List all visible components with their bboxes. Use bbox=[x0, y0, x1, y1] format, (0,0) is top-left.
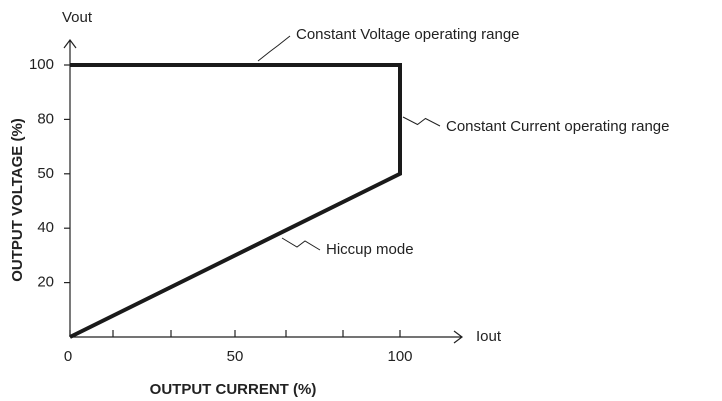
y-tick-label: 80 bbox=[37, 110, 54, 127]
x-tick-label: 100 bbox=[387, 348, 412, 365]
leader-line bbox=[281, 237, 321, 251]
y-axis-symbol: Vout bbox=[62, 9, 93, 26]
y-axis bbox=[63, 39, 77, 337]
x-axis-symbol: Iout bbox=[476, 328, 502, 345]
y-tick-label: 40 bbox=[37, 219, 54, 236]
leader-line bbox=[402, 116, 441, 127]
annotation: Constant Current operating range bbox=[446, 118, 669, 135]
annotation: Constant Voltage operating range bbox=[296, 26, 520, 43]
y-tick-label: 50 bbox=[37, 165, 54, 182]
y-tick-label: 20 bbox=[37, 274, 54, 291]
y-tick-label: 100 bbox=[29, 56, 54, 73]
x-axis bbox=[70, 330, 463, 344]
line bbox=[69, 63, 402, 339]
minor-ticks bbox=[112, 330, 344, 337]
axes bbox=[63, 39, 463, 344]
annotation: Hiccup mode bbox=[326, 241, 414, 258]
x-tick-label: 0 bbox=[64, 348, 72, 365]
y-axis-title: OUTPUT VOLTAGE (%) bbox=[9, 118, 26, 282]
x-axis-title: OUTPUT CURRENT (%) bbox=[150, 381, 317, 398]
x-tick-label: 50 bbox=[227, 348, 244, 365]
leader-line bbox=[257, 35, 291, 62]
